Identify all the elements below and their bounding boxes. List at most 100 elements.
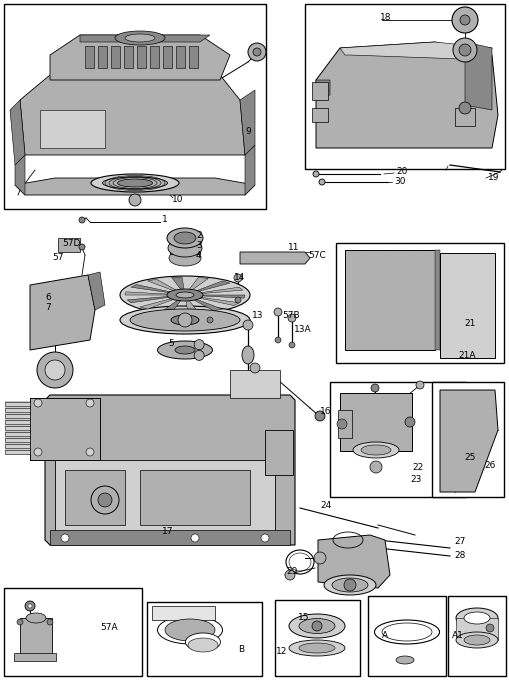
Circle shape: [86, 399, 94, 407]
Polygon shape: [5, 444, 30, 448]
Circle shape: [235, 297, 241, 303]
Polygon shape: [240, 90, 254, 155]
Polygon shape: [5, 450, 30, 454]
Text: 19: 19: [487, 174, 498, 183]
Ellipse shape: [453, 45, 475, 55]
Circle shape: [191, 534, 199, 542]
Circle shape: [288, 314, 295, 322]
Polygon shape: [20, 75, 244, 155]
Polygon shape: [125, 292, 167, 295]
Ellipse shape: [125, 34, 155, 42]
Bar: [367, 596, 445, 676]
Text: 11: 11: [288, 244, 299, 252]
Circle shape: [234, 274, 242, 282]
Ellipse shape: [167, 239, 202, 257]
Polygon shape: [127, 296, 168, 303]
Polygon shape: [172, 277, 184, 290]
Polygon shape: [199, 298, 239, 306]
Circle shape: [129, 194, 140, 206]
Ellipse shape: [91, 174, 179, 192]
Ellipse shape: [120, 306, 249, 334]
Circle shape: [252, 48, 261, 56]
Bar: [337, 410, 351, 438]
Bar: [274, 600, 359, 676]
Polygon shape: [147, 279, 176, 291]
Ellipse shape: [455, 632, 497, 648]
Text: 30: 30: [393, 178, 405, 187]
Text: A: A: [381, 631, 387, 640]
Polygon shape: [50, 35, 230, 80]
Ellipse shape: [175, 346, 194, 354]
Bar: [137, 46, 146, 68]
Bar: [50, 530, 290, 545]
Bar: [455, 618, 497, 640]
Text: 18: 18: [379, 14, 391, 23]
Circle shape: [274, 337, 280, 343]
Polygon shape: [201, 287, 242, 293]
Polygon shape: [131, 285, 170, 293]
Text: 57C: 57C: [307, 250, 325, 259]
Polygon shape: [10, 100, 25, 165]
Circle shape: [451, 7, 477, 33]
Polygon shape: [316, 42, 497, 148]
Bar: [434, 250, 439, 350]
Ellipse shape: [168, 250, 201, 266]
Polygon shape: [30, 275, 95, 350]
Ellipse shape: [289, 640, 344, 656]
Ellipse shape: [452, 14, 476, 26]
Circle shape: [91, 486, 119, 514]
Bar: [40, 110, 105, 148]
Ellipse shape: [166, 289, 203, 301]
Text: 25: 25: [463, 453, 474, 462]
Ellipse shape: [130, 309, 240, 331]
Text: 3: 3: [195, 241, 202, 250]
Text: 4: 4: [195, 250, 201, 259]
Ellipse shape: [298, 643, 334, 653]
Circle shape: [34, 448, 42, 456]
Ellipse shape: [171, 315, 199, 325]
Text: 21A: 21A: [457, 352, 474, 360]
Circle shape: [314, 552, 325, 564]
Polygon shape: [464, 42, 491, 110]
Bar: [124, 46, 133, 68]
Bar: [329, 382, 465, 497]
Circle shape: [312, 621, 321, 631]
Text: 21: 21: [463, 319, 474, 328]
Text: 2: 2: [195, 231, 201, 239]
Ellipse shape: [26, 613, 46, 623]
Polygon shape: [5, 414, 30, 418]
Polygon shape: [5, 432, 30, 436]
Bar: [20, 618, 52, 656]
Circle shape: [485, 624, 493, 632]
Ellipse shape: [188, 638, 217, 652]
Ellipse shape: [157, 616, 222, 644]
Bar: [454, 108, 474, 126]
Polygon shape: [340, 42, 491, 60]
Ellipse shape: [117, 179, 152, 187]
Polygon shape: [45, 395, 294, 545]
Circle shape: [194, 340, 204, 350]
Bar: [85, 46, 94, 68]
Bar: [176, 46, 185, 68]
Polygon shape: [140, 299, 174, 309]
Circle shape: [289, 342, 294, 348]
Bar: [304, 4, 504, 169]
Polygon shape: [5, 438, 30, 442]
Text: 20: 20: [395, 168, 407, 176]
Circle shape: [37, 352, 73, 388]
Circle shape: [370, 384, 378, 392]
Text: 10: 10: [172, 196, 183, 205]
Circle shape: [336, 419, 346, 429]
Circle shape: [273, 308, 281, 316]
Polygon shape: [5, 426, 30, 430]
Circle shape: [315, 411, 324, 421]
Polygon shape: [88, 272, 105, 310]
Text: 14: 14: [234, 274, 245, 282]
Ellipse shape: [360, 445, 390, 455]
Ellipse shape: [374, 620, 439, 644]
Polygon shape: [30, 398, 100, 460]
Text: 27: 27: [453, 538, 465, 547]
Bar: [14, 653, 56, 661]
Polygon shape: [152, 606, 215, 620]
Bar: [431, 382, 503, 497]
